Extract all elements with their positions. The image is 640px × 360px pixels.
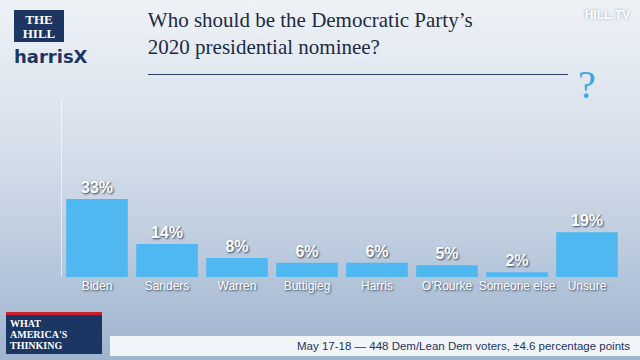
svg-text:Who should be the Democratic P: Who should be the Democratic Party’s2020… <box>148 8 473 59</box>
html-text:harrisX: harrisX <box>14 46 88 67</box>
svg-text:8%: 8% <box>225 238 248 255</box>
svg-text:Warren: Warren <box>218 279 257 293</box>
svg-text:5%: 5% <box>435 245 458 262</box>
svg-text:Unsure: Unsure <box>568 279 607 293</box>
svg-text:2%: 2% <box>505 252 528 269</box>
html-text:May 17-18 — 448 Dem/Lean Dem v: May 17-18 — 448 Dem/Lean Dem voters, ±4.… <box>297 340 630 352</box>
svg-text:Someone else: Someone else <box>479 279 556 293</box>
svg-text:O'Rourke: O'Rourke <box>422 279 473 293</box>
svg-text:Harris: Harris <box>361 279 393 293</box>
svg-text:Buttigieg: Buttigieg <box>284 279 331 293</box>
svg-text:?: ? <box>578 62 596 107</box>
html-text:WHAT AMERICA'S: WHAT AMERICA'S <box>10 318 68 340</box>
html-text:THE: THE <box>25 12 53 27</box>
svg-text:Biden: Biden <box>82 279 113 293</box>
svg-text:6%: 6% <box>365 243 388 260</box>
svg-text:19%: 19% <box>571 212 603 229</box>
svg-text:Sanders: Sanders <box>145 279 190 293</box>
html-text:THINKING: THINKING <box>10 340 63 351</box>
svg-text:6%: 6% <box>295 243 318 260</box>
svg-text:33%: 33% <box>81 179 113 196</box>
html-text:HILL.TV: HILL.TV <box>584 8 630 22</box>
svg-text:14%: 14% <box>151 224 183 241</box>
html-text:HILL: HILL <box>22 26 56 41</box>
